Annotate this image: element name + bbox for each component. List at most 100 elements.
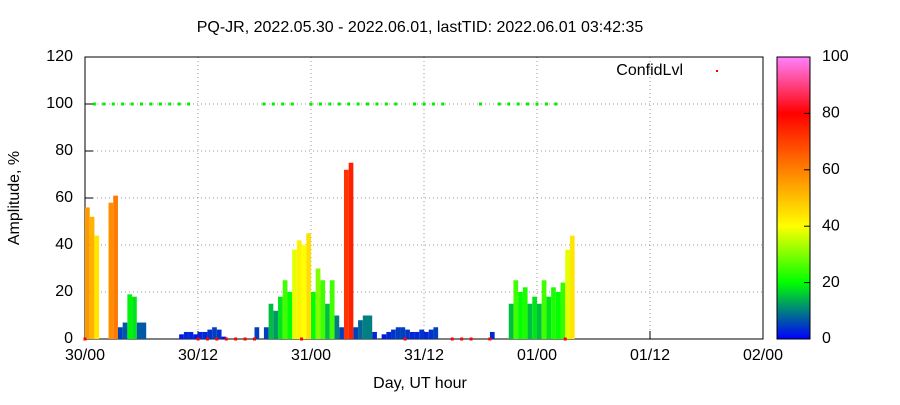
confid-point bbox=[130, 102, 134, 106]
confid-point bbox=[281, 102, 285, 106]
bar bbox=[527, 303, 533, 339]
bar bbox=[132, 296, 137, 339]
bar bbox=[419, 329, 424, 339]
confid-point bbox=[318, 102, 322, 106]
bar bbox=[183, 331, 189, 339]
bar bbox=[353, 327, 359, 339]
bar bbox=[518, 292, 523, 339]
confid-point bbox=[403, 337, 407, 341]
y-tick-label: 0 bbox=[64, 330, 73, 347]
bar bbox=[221, 336, 227, 339]
confid-point bbox=[290, 102, 294, 106]
colorbar-tick-label: 20 bbox=[822, 274, 840, 291]
y-tick-label: 100 bbox=[46, 95, 73, 112]
bar bbox=[532, 296, 537, 339]
bar bbox=[301, 245, 307, 339]
x-tick-label: 01/00 bbox=[517, 347, 557, 364]
bar bbox=[108, 202, 114, 339]
bar bbox=[212, 327, 217, 339]
bar bbox=[348, 162, 354, 339]
bar bbox=[188, 331, 194, 339]
bar bbox=[306, 233, 311, 339]
confid-point bbox=[121, 102, 125, 106]
confid-point bbox=[205, 337, 209, 341]
bar bbox=[343, 169, 349, 339]
chart-title: PQ-JR, 2022.05.30 - 2022.06.01, lastTID:… bbox=[197, 19, 644, 36]
colorbar-tick-label: 0 bbox=[822, 330, 831, 347]
y-tick-label: 120 bbox=[46, 48, 73, 65]
x-tick-label: 31/12 bbox=[404, 347, 444, 364]
confid-point bbox=[488, 337, 492, 341]
bar bbox=[339, 327, 344, 339]
bar bbox=[89, 216, 95, 339]
colorbar-tick-label: 100 bbox=[822, 48, 849, 65]
confid-point bbox=[149, 102, 153, 106]
bar bbox=[381, 334, 387, 339]
confid-point bbox=[196, 337, 200, 341]
bar bbox=[537, 303, 542, 339]
bar bbox=[546, 296, 552, 339]
x-tick-label: 02/00 bbox=[743, 347, 783, 364]
confid-point bbox=[507, 102, 511, 106]
bar bbox=[428, 329, 434, 339]
colorbar bbox=[777, 57, 810, 339]
bar bbox=[391, 329, 396, 339]
confid-point bbox=[83, 337, 87, 341]
confid-point bbox=[497, 102, 501, 106]
y-tick-label: 80 bbox=[55, 142, 73, 159]
confid-point bbox=[300, 337, 304, 341]
bar bbox=[193, 334, 198, 339]
confid-point bbox=[413, 102, 417, 106]
bar bbox=[372, 331, 377, 339]
confid-point bbox=[224, 337, 228, 341]
legend-marker bbox=[716, 70, 718, 72]
bar bbox=[113, 195, 118, 339]
confid-point bbox=[111, 102, 115, 106]
bar bbox=[513, 280, 519, 339]
confid-point bbox=[347, 102, 351, 106]
confid-point bbox=[441, 102, 445, 106]
confid-point bbox=[366, 102, 369, 106]
bar bbox=[367, 315, 373, 339]
confid-point bbox=[140, 102, 143, 106]
confid-point bbox=[102, 102, 106, 106]
confid-point bbox=[384, 102, 388, 106]
bar bbox=[522, 287, 528, 339]
bar bbox=[325, 303, 330, 339]
bar bbox=[179, 334, 184, 339]
bar bbox=[216, 329, 222, 339]
bar bbox=[541, 280, 547, 339]
confid-point bbox=[544, 102, 548, 106]
colorbar-tick-label: 80 bbox=[822, 105, 840, 122]
bar bbox=[358, 320, 363, 339]
confid-point bbox=[479, 102, 482, 106]
x-tick-label: 30/00 bbox=[65, 347, 105, 364]
bar bbox=[433, 327, 439, 339]
y-axis-label: Amplitude, % bbox=[6, 151, 23, 245]
bar bbox=[282, 280, 288, 339]
confid-point bbox=[92, 102, 96, 106]
x-tick-label: 30/12 bbox=[178, 347, 218, 364]
colorbar-frame bbox=[776, 56, 811, 340]
x-axis-label: Day, UT hour bbox=[373, 375, 467, 392]
bar bbox=[569, 235, 575, 339]
confid-point bbox=[460, 337, 464, 341]
bar bbox=[85, 207, 90, 339]
confid-point bbox=[215, 337, 219, 341]
confid-point bbox=[262, 102, 266, 106]
bar bbox=[202, 331, 208, 339]
bar bbox=[254, 327, 260, 339]
bar bbox=[311, 292, 316, 339]
bar bbox=[555, 292, 561, 339]
confid-point bbox=[158, 102, 162, 106]
confid-point bbox=[535, 102, 539, 106]
x-tick-label: 01/12 bbox=[630, 347, 670, 364]
confid-point bbox=[168, 102, 172, 106]
bar bbox=[122, 322, 128, 339]
bar bbox=[320, 280, 326, 339]
confid-point bbox=[516, 102, 520, 106]
confid-point bbox=[422, 102, 426, 106]
confid-point bbox=[431, 102, 435, 106]
confid-point bbox=[526, 102, 530, 106]
